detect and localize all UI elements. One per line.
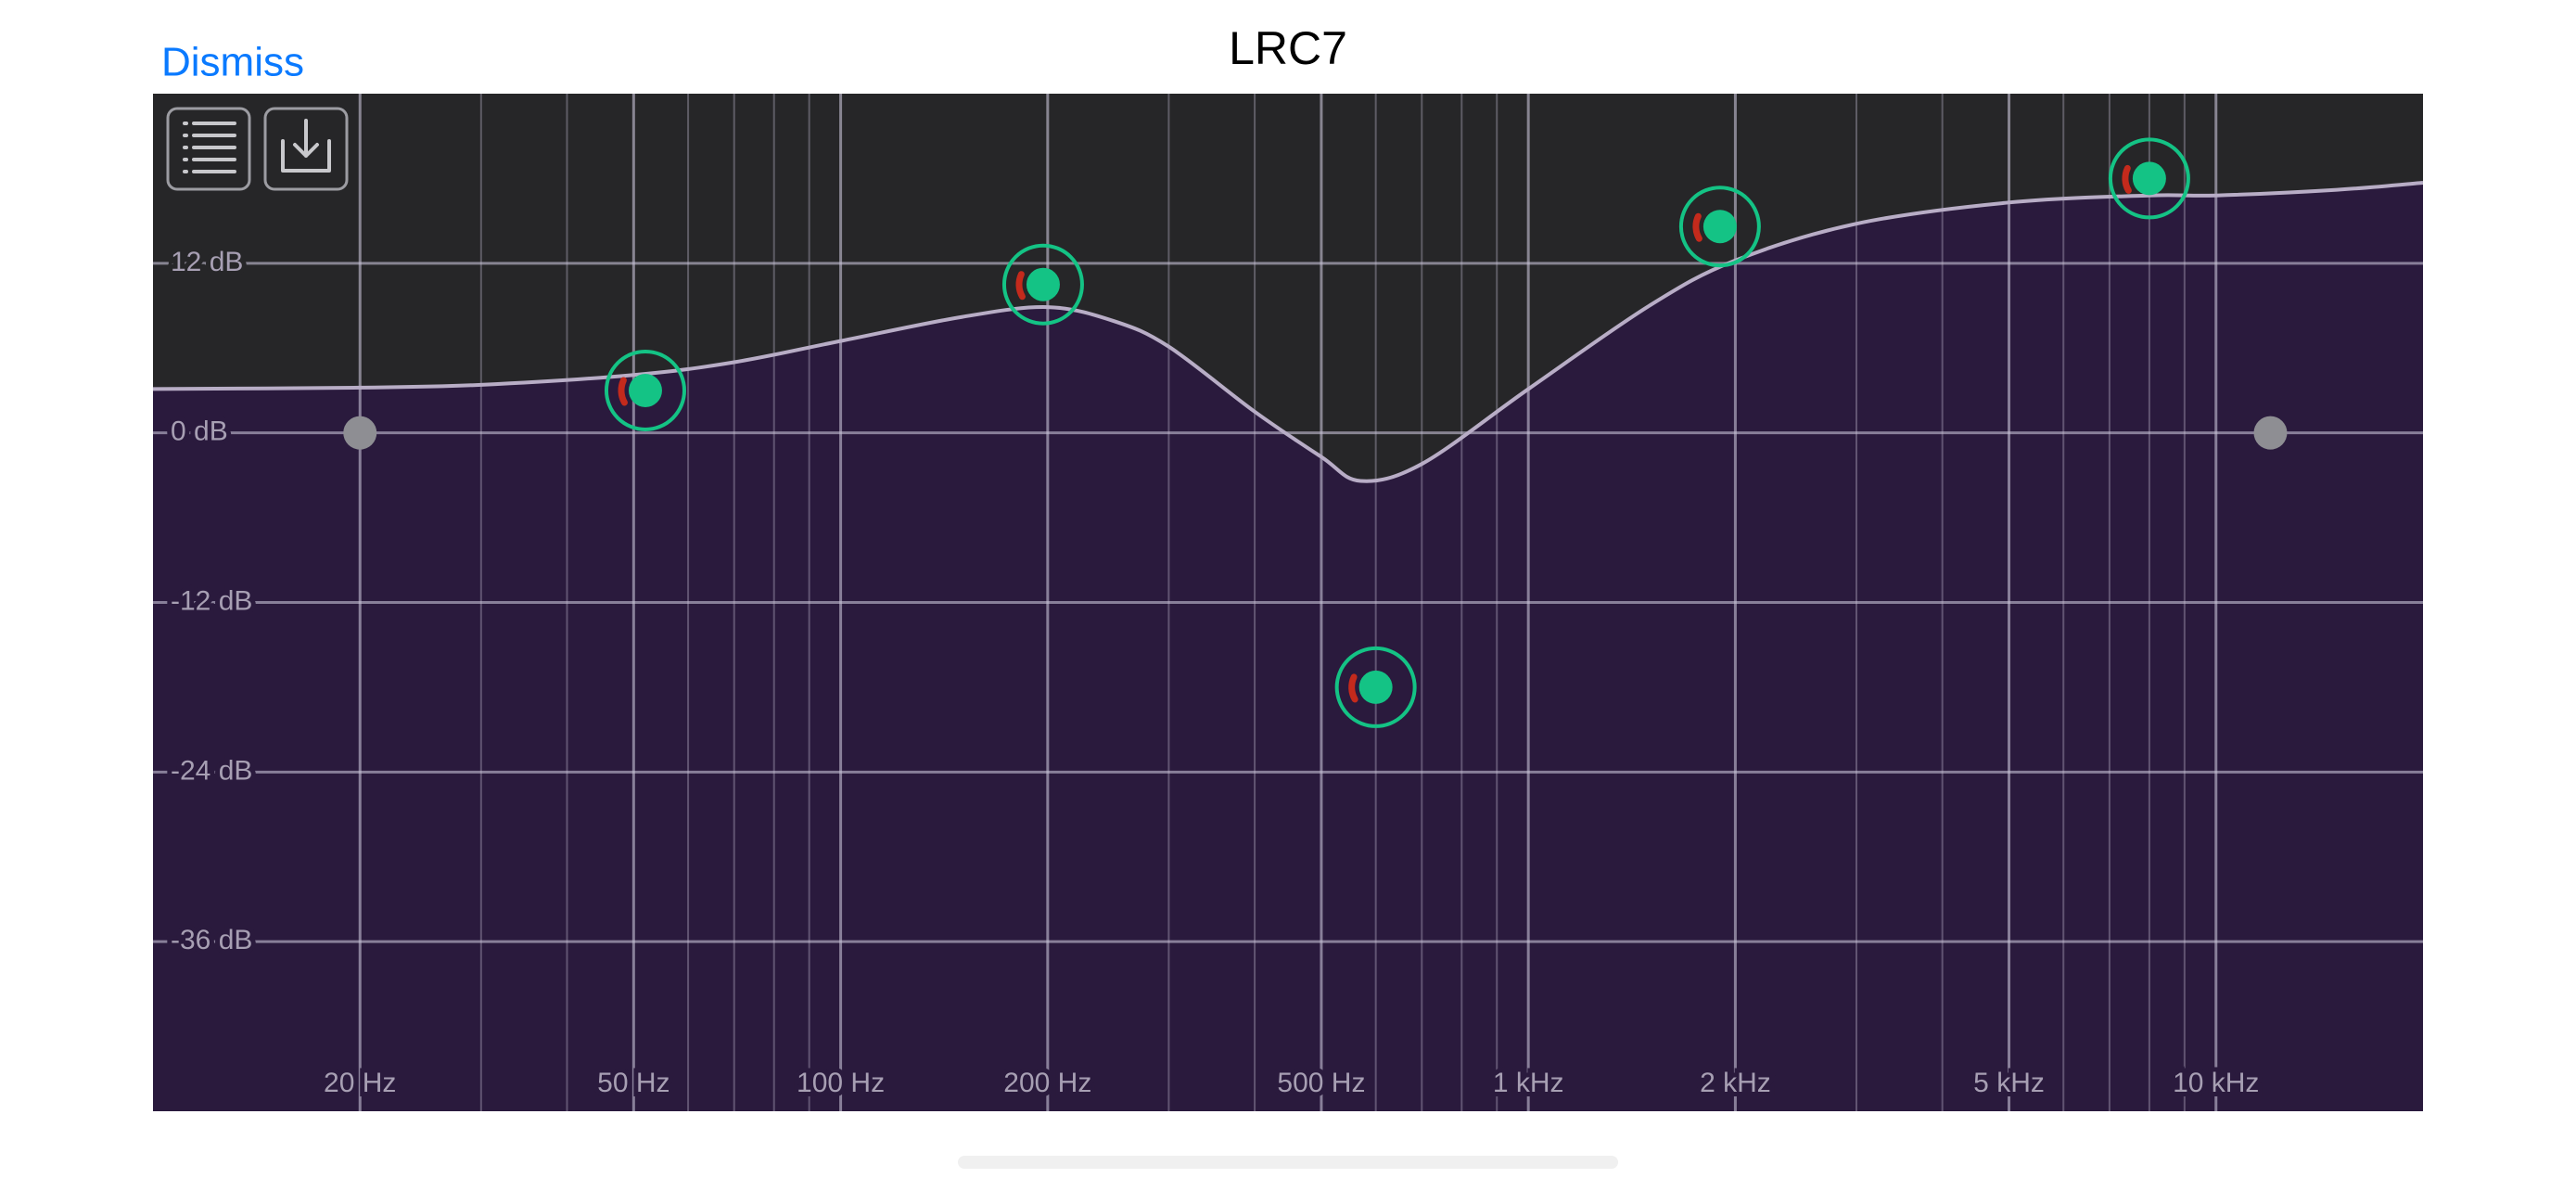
- x-tick-label: 5 kHz: [1973, 1068, 2045, 1098]
- button-frame: [166, 107, 251, 191]
- band-handle[interactable]: [2108, 137, 2190, 220]
- y-tick-label: 12 dB: [171, 247, 243, 277]
- band-handle[interactable]: [1334, 646, 1417, 728]
- button-frame: [263, 107, 349, 191]
- download-icon: [281, 119, 331, 173]
- q-indicator: [618, 377, 628, 406]
- q-indicator: [2122, 164, 2132, 194]
- y-tick-label: -24 dB: [171, 755, 252, 786]
- filter-handle[interactable]: [343, 416, 377, 450]
- presets-button[interactable]: [166, 107, 251, 191]
- x-tick-label: 100 Hz: [797, 1068, 885, 1098]
- q-indicator: [1692, 212, 1702, 242]
- x-tick-label: 1 kHz: [1493, 1068, 1564, 1098]
- eq-graph: 12 dB 0 dB -12 dB -24 dB -36 dB 20 Hz 50 Hz 100…: [153, 94, 2423, 1111]
- filter-handle[interactable]: [2253, 416, 2288, 450]
- q-indicator: [1348, 673, 1358, 703]
- home-indicator: [958, 1156, 1618, 1169]
- save-button[interactable]: [263, 107, 349, 191]
- band-handle[interactable]: [1678, 186, 1761, 268]
- band-dot: [2132, 161, 2166, 196]
- x-tick-label: 2 kHz: [1700, 1068, 1771, 1098]
- x-tick-label: 10 kHz: [2173, 1068, 2259, 1098]
- band-dot: [1026, 267, 1060, 301]
- response-curve: [153, 180, 2423, 483]
- band-dot: [628, 373, 662, 407]
- band-handle[interactable]: [1001, 243, 1084, 326]
- y-tick-label: -36 dB: [171, 925, 252, 955]
- title: LRC7: [1229, 22, 1347, 74]
- x-tick-label: 200 Hz: [1003, 1068, 1091, 1098]
- band-ring: [2108, 137, 2190, 220]
- band-handle[interactable]: [604, 349, 686, 431]
- x-tick-label: 500 Hz: [1277, 1068, 1365, 1098]
- band-dot: [1702, 210, 1737, 244]
- y-tick-label: 0 dB: [171, 416, 228, 447]
- band-ring: [1678, 186, 1761, 268]
- band-ring: [1334, 646, 1417, 728]
- dismiss-button[interactable]: Dismiss: [161, 40, 304, 85]
- q-indicator: [1015, 271, 1026, 301]
- x-tick-label: 20 Hz: [324, 1068, 396, 1098]
- x-tick-label: 50 Hz: [597, 1068, 670, 1098]
- y-tick-label: -12 dB: [171, 585, 252, 616]
- band-ring: [1001, 243, 1084, 326]
- band-dot: [1358, 670, 1393, 704]
- band-ring: [604, 349, 686, 431]
- list-icon: [183, 122, 236, 173]
- response-area: [153, 182, 2423, 1111]
